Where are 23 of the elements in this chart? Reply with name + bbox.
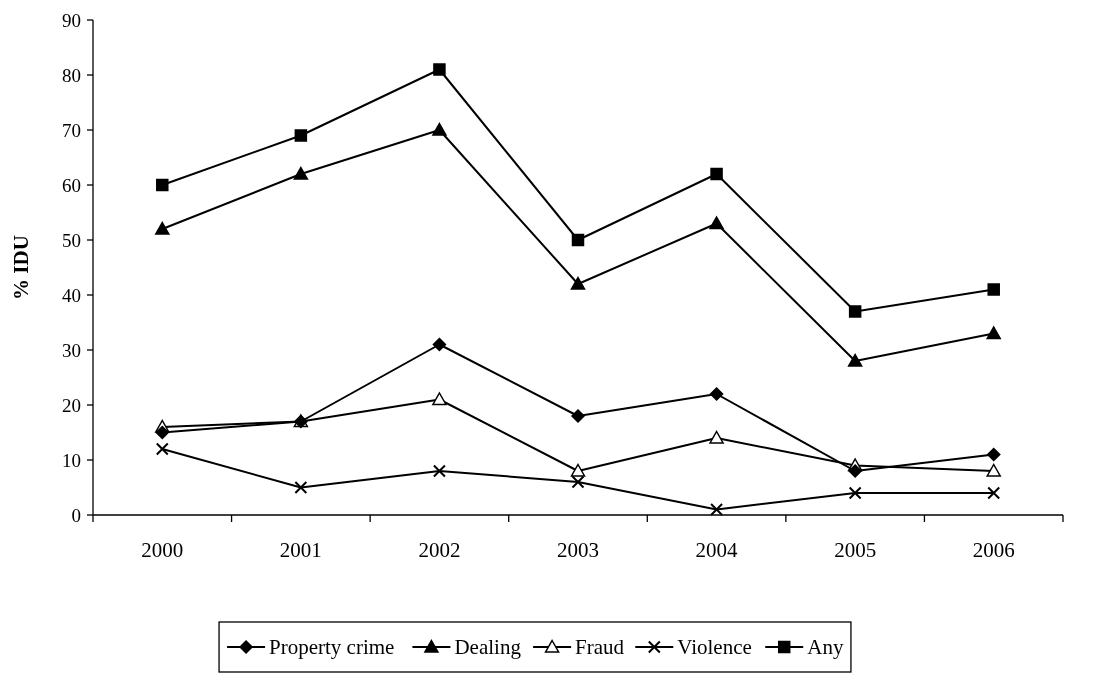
legend-label: Property crime (269, 635, 395, 660)
y-tick-label: 0 (71, 504, 81, 526)
y-tick-label: 20 (62, 394, 81, 416)
legend-label: Dealing (454, 635, 522, 660)
x-tick-label: 2003 (557, 538, 599, 562)
y-tick-label: 60 (62, 174, 81, 196)
x-tick-label: 2000 (141, 538, 184, 562)
x-tick-label: 2004 (695, 538, 739, 562)
x-tick-label: 2005 (834, 538, 877, 562)
x-tick-label: 2002 (418, 538, 461, 562)
y-tick-label: 30 (62, 339, 81, 361)
y-axis-title: % IDU (9, 235, 33, 300)
y-tick-label: 80 (62, 64, 81, 86)
y-tick-label: 70 (62, 119, 81, 141)
legend-label: Violence (677, 635, 752, 660)
legend-label: Any (807, 635, 844, 660)
x-tick-label: 2006 (972, 538, 1015, 562)
x-tick-label: 2001 (279, 538, 322, 562)
y-tick-label: 10 (62, 449, 81, 471)
y-tick-label: 90 (62, 9, 81, 31)
legend-label: Fraud (575, 635, 625, 660)
y-tick-label: 40 (62, 284, 81, 306)
y-tick-label: 50 (62, 229, 81, 251)
